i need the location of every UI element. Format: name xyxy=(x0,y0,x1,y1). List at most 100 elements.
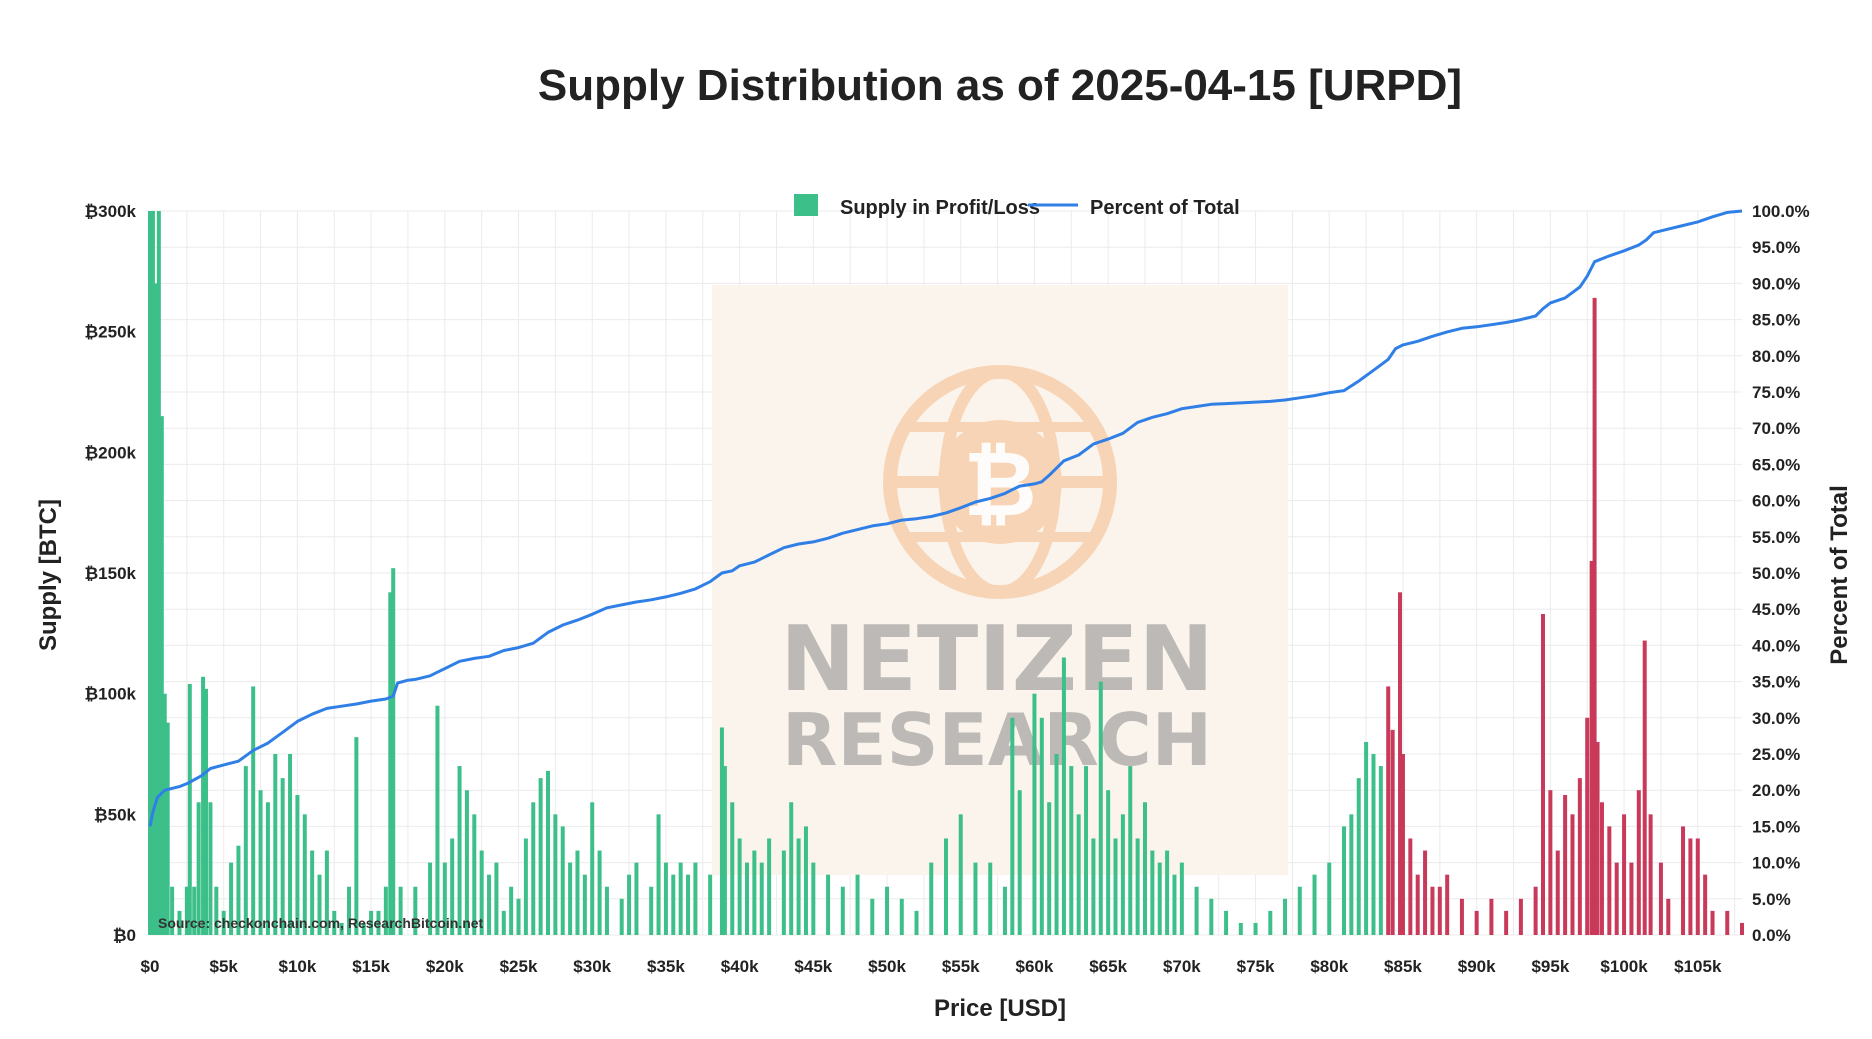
bar xyxy=(280,778,285,935)
x-tick-label: $85k xyxy=(1384,957,1422,976)
y-tick-label: ₿150k xyxy=(84,564,136,583)
x-tick-label: $5k xyxy=(210,957,239,976)
bar xyxy=(1356,778,1361,935)
bar xyxy=(929,862,934,935)
bar xyxy=(302,814,307,935)
bar xyxy=(767,838,772,935)
bar xyxy=(826,874,831,935)
x-tick-label: $45k xyxy=(794,957,832,976)
bar xyxy=(656,814,661,935)
bar xyxy=(759,862,764,935)
bar xyxy=(1076,814,1081,935)
bar xyxy=(1253,922,1258,935)
bar xyxy=(988,862,993,935)
percent-line-layer xyxy=(148,209,1743,827)
watermark: ₿ NETIZEN RESEARCH xyxy=(712,285,1288,875)
bar xyxy=(1629,862,1634,935)
bar xyxy=(201,676,206,935)
bar xyxy=(1128,766,1133,935)
bar xyxy=(693,862,698,935)
bar xyxy=(590,802,595,935)
bar xyxy=(1474,910,1479,935)
bar xyxy=(162,693,167,935)
bar xyxy=(1150,850,1155,935)
bar xyxy=(553,814,558,935)
bar xyxy=(1725,910,1730,935)
y2-tick-label: 15.0% xyxy=(1752,817,1800,836)
x-tick-label: $50k xyxy=(868,957,906,976)
bar xyxy=(479,850,484,935)
bar xyxy=(708,874,713,935)
netizen-research-wordmark: NETIZEN RESEARCH xyxy=(780,607,1214,782)
bar xyxy=(1047,802,1052,935)
bar xyxy=(752,850,757,935)
bar xyxy=(1165,850,1170,935)
bar xyxy=(1614,862,1619,935)
bar xyxy=(1740,922,1744,935)
bar xyxy=(722,766,727,935)
x-tick-label: $15k xyxy=(352,957,390,976)
bar xyxy=(686,874,691,935)
bar xyxy=(221,910,226,935)
bar xyxy=(1636,790,1641,935)
y-tick-label: ₿50k xyxy=(94,805,137,824)
y-axis-ticks: ₿0 ₿50k ₿100k ₿150k ₿200k ₿250k ₿300k xyxy=(84,202,136,945)
bar xyxy=(560,826,565,935)
bar xyxy=(914,910,919,935)
bar xyxy=(1408,838,1413,935)
bar xyxy=(354,737,359,935)
bar xyxy=(472,814,477,935)
y2-tick-label: 35.0% xyxy=(1752,673,1800,692)
x-tick-label: $20k xyxy=(426,957,464,976)
bar xyxy=(627,874,632,935)
bar xyxy=(649,886,654,935)
bar xyxy=(796,838,801,935)
y-tick-label: ₿100k xyxy=(84,685,136,704)
bar xyxy=(1224,910,1229,935)
bar xyxy=(737,838,742,935)
bar xyxy=(1710,910,1715,935)
supply-bars xyxy=(148,211,1744,936)
x-tick-label: $0 xyxy=(141,957,160,976)
bar xyxy=(369,910,374,935)
bar xyxy=(1533,886,1538,935)
x-tick-label: $30k xyxy=(573,957,611,976)
bar xyxy=(487,874,492,935)
bar xyxy=(204,688,209,935)
x-tick-label: $95k xyxy=(1531,957,1569,976)
globe-bitcoin-logo-icon: ₿ xyxy=(883,365,1117,599)
bar xyxy=(413,886,418,935)
bar xyxy=(258,790,263,935)
x-tick-label: $70k xyxy=(1163,957,1201,976)
percent-of-total-line xyxy=(148,209,1743,827)
bar xyxy=(1398,592,1403,935)
watermark-panel xyxy=(712,285,1288,875)
bar xyxy=(1312,874,1317,935)
bar xyxy=(531,802,536,935)
bar xyxy=(1002,886,1007,935)
bar xyxy=(546,770,550,935)
bar xyxy=(1400,754,1405,935)
bar xyxy=(1010,717,1015,935)
svg-text:NETIZEN: NETIZEN xyxy=(780,607,1214,712)
bar xyxy=(1658,862,1663,935)
y-tick-label: ₿200k xyxy=(84,443,136,462)
bar xyxy=(310,850,315,935)
bar xyxy=(339,922,344,935)
y2-tick-label: 90.0% xyxy=(1752,274,1800,293)
bar xyxy=(1209,898,1214,935)
bar xyxy=(899,898,904,935)
bar xyxy=(730,802,735,935)
bar xyxy=(1143,802,1147,935)
x-tick-label: $90k xyxy=(1458,957,1496,976)
y2-tick-label: 10.0% xyxy=(1752,854,1800,873)
bar xyxy=(1548,790,1553,935)
y-tick-label: ₿300k xyxy=(84,202,136,221)
y2-tick-label: 50.0% xyxy=(1752,564,1800,583)
x-axis-ticks: $0 $5k $10k $15k $20k $25k $30k $35k $40k $45k $50… xyxy=(141,957,1722,976)
bar xyxy=(1098,681,1103,935)
source-note: Source: checkonchain.com, ResearchBitcoi… xyxy=(158,915,484,931)
bar xyxy=(177,910,182,935)
bar xyxy=(1386,686,1391,935)
